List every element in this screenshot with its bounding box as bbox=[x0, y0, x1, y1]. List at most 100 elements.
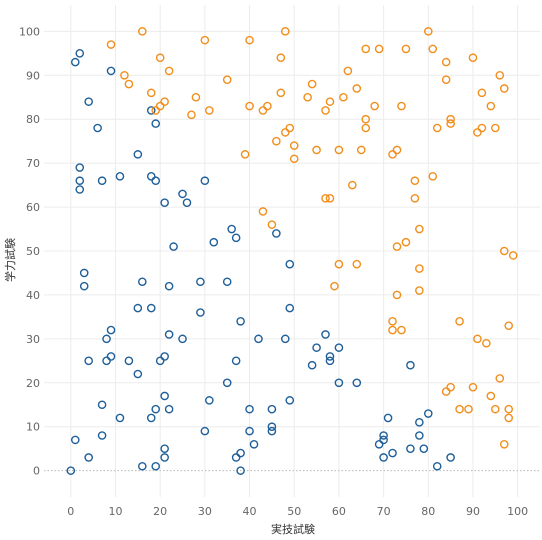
data-point bbox=[285, 259, 295, 269]
data-point bbox=[75, 185, 85, 194]
x-tick-label: 70 bbox=[377, 505, 391, 518]
data-point bbox=[187, 110, 196, 120]
data-point bbox=[446, 119, 455, 128]
data-point bbox=[124, 356, 134, 366]
data-point bbox=[495, 374, 505, 383]
data-point bbox=[415, 224, 424, 234]
y-tick-label: 0 bbox=[33, 465, 40, 478]
data-point bbox=[285, 123, 295, 133]
data-point bbox=[222, 277, 232, 287]
y-tick-label: 20 bbox=[26, 377, 40, 390]
data-point bbox=[499, 84, 509, 93]
data-point bbox=[473, 334, 482, 344]
data-point bbox=[321, 106, 330, 115]
data-point bbox=[455, 316, 464, 326]
data-point bbox=[191, 92, 201, 102]
data-point bbox=[473, 128, 482, 137]
data-point bbox=[446, 382, 455, 392]
data-point bbox=[146, 172, 156, 181]
data-point bbox=[245, 35, 254, 45]
data-point bbox=[356, 145, 366, 155]
data-point bbox=[415, 286, 424, 295]
data-point bbox=[272, 136, 281, 146]
data-point bbox=[432, 123, 442, 133]
x-tick-label: 20 bbox=[153, 505, 167, 518]
y-tick-label: 40 bbox=[26, 289, 40, 302]
data-point bbox=[388, 316, 397, 326]
data-point bbox=[491, 404, 500, 414]
x-axis-label: 実技試験 bbox=[271, 522, 315, 536]
data-point bbox=[352, 259, 362, 269]
data-point bbox=[508, 251, 518, 260]
data-point bbox=[222, 75, 232, 84]
data-point bbox=[102, 356, 111, 366]
data-point bbox=[245, 101, 254, 111]
data-point bbox=[178, 189, 187, 199]
data-point bbox=[263, 101, 272, 111]
data-point bbox=[231, 356, 241, 366]
data-point bbox=[231, 453, 241, 462]
y-axis-label: 学力試験 bbox=[3, 238, 17, 282]
y-tick-label: 80 bbox=[26, 113, 40, 126]
data-point bbox=[164, 66, 174, 76]
x-tick-label: 90 bbox=[466, 505, 480, 518]
data-point bbox=[504, 413, 514, 423]
data-point bbox=[155, 356, 165, 366]
data-point bbox=[415, 418, 424, 427]
data-point bbox=[321, 193, 330, 203]
y-tick-label: 100 bbox=[19, 25, 40, 38]
data-point bbox=[84, 453, 93, 462]
data-point bbox=[133, 150, 143, 159]
data-point bbox=[205, 396, 214, 405]
data-point bbox=[66, 466, 76, 475]
x-tick-label: 10 bbox=[108, 505, 122, 518]
data-point bbox=[388, 448, 397, 458]
data-point bbox=[84, 97, 93, 106]
data-point bbox=[406, 444, 415, 453]
data-point bbox=[151, 106, 161, 115]
y-tick-label: 70 bbox=[26, 157, 40, 170]
data-point bbox=[361, 123, 371, 133]
x-tick-label: 30 bbox=[198, 505, 212, 518]
data-point bbox=[209, 237, 219, 247]
data-point bbox=[325, 193, 335, 203]
data-point bbox=[325, 352, 335, 361]
data-point bbox=[84, 356, 93, 366]
data-point bbox=[383, 413, 393, 423]
data-point bbox=[280, 27, 290, 36]
data-point bbox=[106, 352, 116, 361]
data-point bbox=[415, 431, 424, 440]
data-point bbox=[178, 334, 187, 344]
data-point bbox=[75, 176, 85, 186]
data-point bbox=[146, 106, 156, 115]
data-point bbox=[361, 44, 371, 54]
data-point bbox=[106, 40, 116, 49]
y-tick-label: 90 bbox=[26, 69, 40, 82]
data-point bbox=[267, 220, 277, 229]
data-point bbox=[276, 53, 286, 63]
data-point bbox=[379, 453, 388, 462]
data-point bbox=[160, 352, 169, 361]
data-point bbox=[280, 128, 290, 137]
data-point bbox=[343, 66, 353, 76]
data-point bbox=[276, 88, 286, 98]
data-point bbox=[379, 435, 388, 445]
data-point bbox=[397, 325, 406, 335]
data-point bbox=[464, 404, 473, 414]
y-tick-label: 30 bbox=[26, 333, 40, 346]
data-point bbox=[325, 356, 335, 366]
data-point bbox=[151, 404, 161, 414]
data-point bbox=[240, 150, 250, 159]
data-point bbox=[200, 176, 210, 186]
data-point bbox=[75, 49, 85, 58]
data-point bbox=[401, 237, 411, 247]
data-point bbox=[272, 229, 281, 238]
data-point bbox=[388, 325, 397, 335]
data-point bbox=[280, 334, 290, 344]
data-point bbox=[486, 101, 496, 111]
gridlines bbox=[44, 5, 540, 497]
data-point bbox=[267, 404, 277, 414]
data-point bbox=[441, 57, 451, 67]
data-point bbox=[75, 163, 85, 172]
